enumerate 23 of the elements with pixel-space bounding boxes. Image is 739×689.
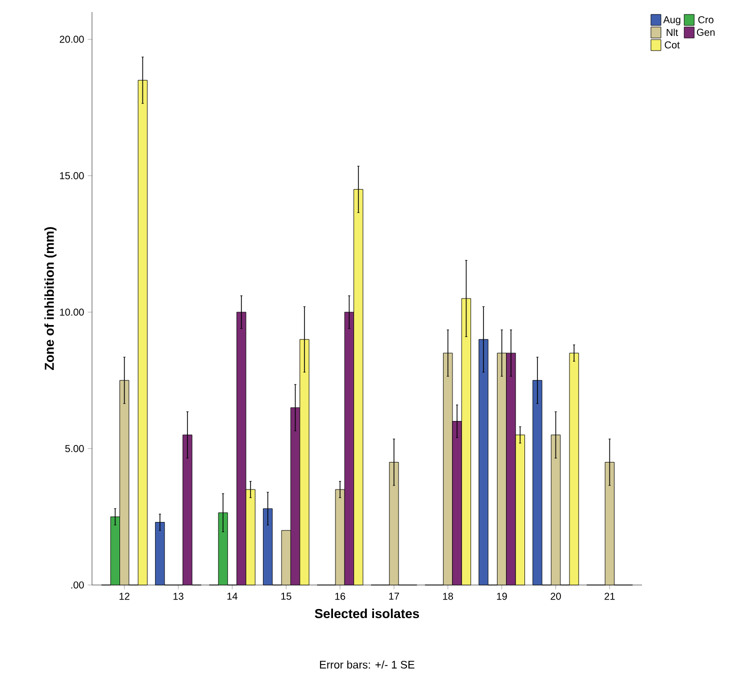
- x-tick-label: 12: [120, 592, 130, 600]
- x-tick-label: 14: [227, 592, 238, 600]
- legend-label: Cro: [698, 16, 714, 24]
- legend-label: Aug: [663, 16, 680, 26]
- x-tick-label: 15: [281, 592, 292, 600]
- y-tick-label: 5.00: [65, 445, 84, 452]
- y-tick-label: 10.00: [60, 308, 84, 316]
- y-tick-label: 20.00: [60, 36, 84, 43]
- x-tick-label: 16: [335, 592, 346, 600]
- x-axis-title: Selected isolates: [314, 608, 420, 618]
- x-tick-label: 19: [497, 592, 507, 600]
- text: Error bars: +/- 1 SE: [320, 660, 414, 669]
- legend-label: Gen: [696, 28, 715, 36]
- x-tick-label: 21: [604, 592, 615, 600]
- x-tick-label: 17: [389, 592, 400, 600]
- x-tick-label: 13: [174, 592, 184, 600]
- legend-label: Nlt: [666, 28, 678, 36]
- y-axis-title: Zone of inhibition (mm): [44, 227, 56, 370]
- x-tick-label: 20: [550, 592, 561, 600]
- y-tick-label: .00: [71, 581, 84, 589]
- legend-label: Cot: [664, 41, 680, 48]
- x-tick-label: 18: [443, 592, 453, 600]
- y-tick-label: 15.00: [60, 172, 84, 180]
